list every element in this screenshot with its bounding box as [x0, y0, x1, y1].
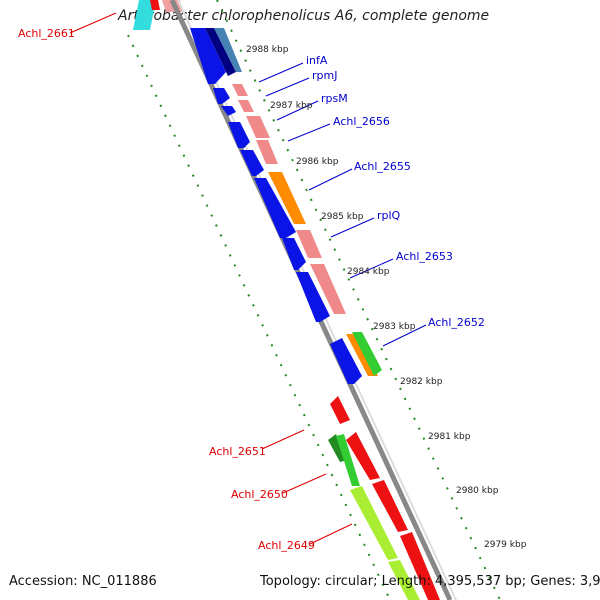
gene-red-4 [400, 532, 440, 600]
leader-Achl_2655 [308, 168, 353, 191]
gene-blue-5 [240, 150, 264, 176]
gene-lime-2 [388, 560, 420, 600]
gene-blue-7 [282, 238, 306, 270]
gene-pink-5 [296, 230, 322, 258]
gene-pink-6 [310, 264, 346, 314]
left-dotted-guide [127, 34, 391, 600]
kbp-tick-label: 2986 kbp [296, 157, 339, 167]
gene-label-Achl_2653: Achl_2653 [396, 250, 453, 263]
kbp-tick-label: 2984 kbp [347, 267, 390, 277]
leader-Achl_2651 [261, 429, 305, 450]
gene-label-Achl_2652: Achl_2652 [428, 316, 485, 329]
leader-Achl_2650 [282, 473, 327, 494]
kbp-tick-label: 2988 kbp [246, 45, 289, 55]
gene-label-rplQ: rplQ [377, 209, 401, 222]
leader-Achl_2656 [287, 123, 331, 142]
gene-label-Achl_2655: Achl_2655 [354, 160, 411, 173]
gene-pink-4 [256, 140, 278, 164]
gene-label-Achl_2650: Achl_2650 [231, 488, 288, 501]
leader-rplQ [330, 217, 375, 238]
gene-label-Achl_2661: Achl_2661 [18, 27, 75, 40]
gene-blue-9 [330, 338, 362, 384]
gene-pink-3 [246, 116, 270, 138]
gene-darkblue-1 [205, 28, 236, 76]
leader-rpsM [276, 100, 319, 121]
gene-blue-6 [254, 178, 296, 238]
gene-red-1 [330, 396, 350, 424]
gene-red-2 [346, 432, 380, 480]
gene-blue-8 [296, 272, 330, 322]
gene-label-Achl_2651: Achl_2651 [209, 445, 266, 458]
red-top-feature [150, 0, 160, 10]
gene-lime-1 [350, 486, 398, 560]
gene-blue-1 [190, 28, 226, 84]
gene-label-infA: infA [306, 54, 328, 67]
gene-red-3 [372, 480, 408, 532]
kbp-tick-label: 2983 kbp [373, 322, 416, 332]
gene-label-rpsM: rpsM [321, 92, 348, 105]
gene-label-Achl_2649: Achl_2649 [258, 539, 315, 552]
gene-pink-2 [238, 100, 254, 112]
gene-green-2 [336, 434, 360, 486]
leader-Achl_2649 [309, 523, 353, 545]
kbp-tick-label: 2979 kbp [484, 540, 527, 550]
leader-rpmJ [265, 77, 310, 97]
kbp-tick-label: 2985 kbp [321, 212, 364, 222]
gene-blue-4 [228, 122, 250, 148]
leader-Achl_2661 [69, 12, 117, 34]
gene-pink-1 [232, 84, 248, 96]
kbp-tick-label: 2980 kbp [456, 486, 499, 496]
kbp-tick-label: 2987 kbp [270, 101, 313, 111]
gene-blue-3 [221, 106, 236, 116]
gene-blue-2 [213, 88, 230, 104]
leader-Achl_2652 [382, 324, 427, 347]
gene-green-1 [352, 332, 382, 376]
cyan-gene-feature [133, 0, 156, 30]
leader-Achl_2653 [349, 258, 394, 279]
leader-infA [258, 62, 304, 83]
genome-title: Arthrobacter chlorophenolicus A6, comple… [118, 8, 490, 24]
accession-text: Accession: NC_011886 [9, 574, 157, 589]
kbp-tick-label: 2982 kbp [400, 377, 443, 387]
gene-steelblue-1 [214, 28, 242, 72]
gene-label-rpmJ: rpmJ [312, 69, 337, 82]
right-dotted-guide [216, 0, 501, 600]
topology-text: Topology: circular; Length: 4,395,537 bp… [260, 574, 600, 589]
kbp-tick-label: 2981 kbp [428, 432, 471, 442]
gene-label-Achl_2656: Achl_2656 [333, 115, 390, 128]
gene-orange-1 [268, 172, 306, 224]
